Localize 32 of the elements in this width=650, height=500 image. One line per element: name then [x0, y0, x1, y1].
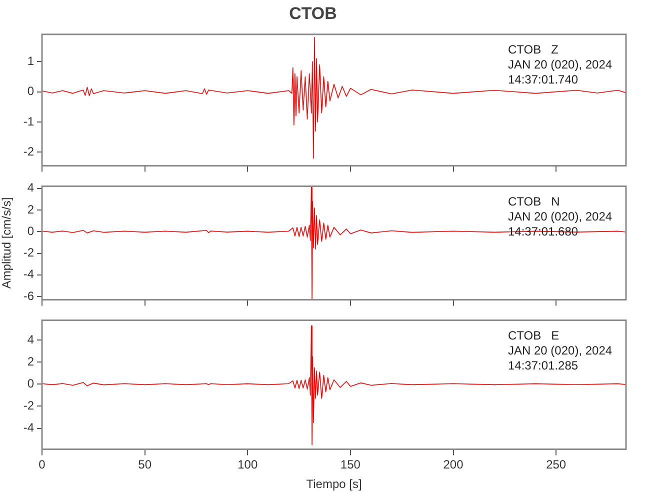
y-tick-label: -6 — [23, 288, 34, 303]
annotation: CTOB Z — [508, 42, 558, 57]
x-tick-label: 100 — [238, 458, 258, 472]
x-tick-label: 250 — [546, 458, 566, 472]
y-tick-label: 4 — [27, 332, 34, 346]
y-tick-label: -2 — [23, 246, 34, 260]
y-tick-label: -2 — [23, 144, 34, 159]
annotation: JAN 20 (020), 2024 — [508, 210, 612, 224]
annotation: CTOB E — [508, 328, 560, 343]
y-tick-label: 0 — [27, 224, 34, 238]
x-tick-label: 200 — [443, 458, 464, 472]
x-tick-label: 50 — [138, 458, 152, 472]
x-tick-label: 0 — [38, 458, 46, 472]
y-tick-label: 2 — [27, 354, 34, 368]
y-tick-label: 2 — [27, 202, 34, 216]
x-tick-label: 150 — [340, 458, 361, 472]
x-axis-title: Tiempo [s] — [306, 477, 362, 492]
y-tick-label: -2 — [23, 398, 34, 413]
annotation: 14:37:01.285 — [508, 358, 578, 373]
annotation: CTOB N — [508, 194, 560, 209]
y-tick-label: 0 — [27, 84, 34, 98]
chart-title: CTOB — [289, 4, 337, 23]
annotation: JAN 20 (020), 2024 — [508, 344, 612, 358]
y-axis-title: Amplitud [cm/s/s] — [0, 197, 14, 289]
y-tick-label: -4 — [23, 420, 34, 435]
annotation: 14:37:01.740 — [508, 72, 578, 87]
y-tick-label: -1 — [23, 114, 34, 128]
y-tick-label: 0 — [27, 376, 34, 390]
y-tick-label: -4 — [23, 267, 34, 282]
annotation: JAN 20 (020), 2024 — [508, 58, 612, 72]
y-tick-label: 1 — [27, 54, 34, 68]
y-tick-label: 4 — [27, 180, 34, 195]
